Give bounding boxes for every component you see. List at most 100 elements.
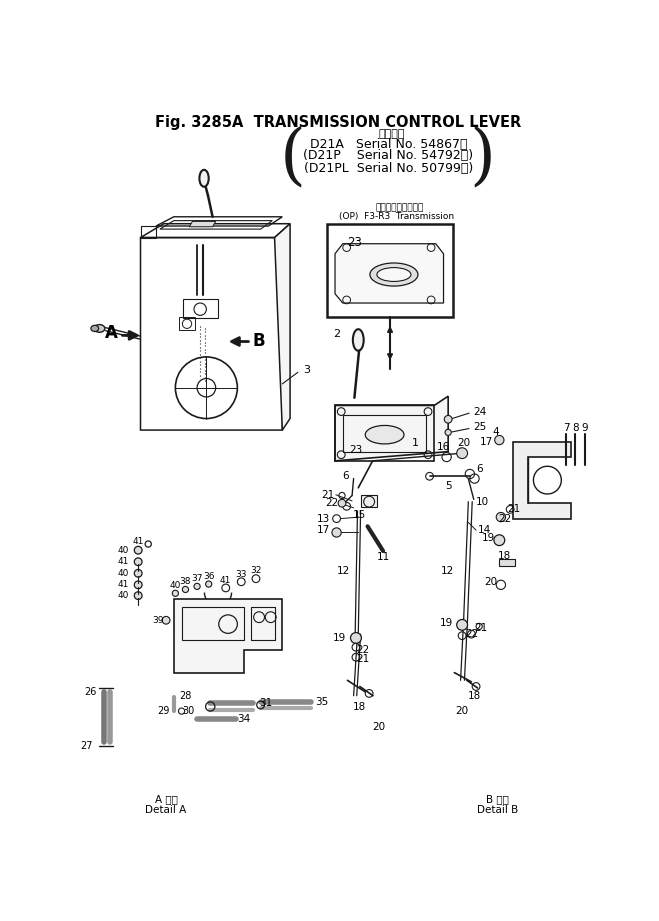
Text: 24: 24 [473,406,486,416]
Polygon shape [189,221,215,227]
Circle shape [172,590,179,597]
Text: 40: 40 [117,545,129,554]
Circle shape [496,512,505,521]
Text: 23: 23 [347,236,362,249]
Circle shape [494,535,505,545]
Bar [328,225,453,317]
Circle shape [134,546,142,554]
Circle shape [134,558,142,565]
Text: 40: 40 [117,569,129,577]
Text: 41: 41 [133,537,144,546]
Circle shape [183,587,188,592]
Text: 2: 2 [333,329,340,339]
Text: 31: 31 [259,698,272,708]
Text: 16: 16 [437,442,450,452]
Ellipse shape [200,169,209,187]
Circle shape [533,466,561,494]
Text: Detail B: Detail B [477,805,519,815]
Text: 21: 21 [474,623,488,633]
Circle shape [495,436,504,445]
Polygon shape [361,495,377,507]
Ellipse shape [377,268,411,282]
Polygon shape [275,224,290,430]
Text: 10: 10 [476,496,489,507]
Ellipse shape [370,263,418,286]
Text: 41: 41 [220,576,231,585]
Text: 19: 19 [440,618,453,627]
Text: 19: 19 [482,533,495,542]
Ellipse shape [94,324,105,332]
Circle shape [194,583,200,589]
Text: 36: 36 [203,572,214,581]
Text: 20: 20 [457,438,471,449]
Text: 27: 27 [80,740,93,751]
Text: 9: 9 [581,423,588,433]
Text: Fig. 3285A  TRANSMISSION CONTROL LEVER: Fig. 3285A TRANSMISSION CONTROL LEVER [155,114,521,130]
Ellipse shape [353,329,364,351]
Text: 22: 22 [325,498,338,508]
Text: 15: 15 [353,509,366,519]
Text: 32: 32 [250,566,262,576]
Circle shape [445,429,451,436]
Text: 20: 20 [455,706,469,717]
Text: 29: 29 [157,706,169,717]
Text: 41: 41 [117,557,129,566]
Circle shape [162,616,170,624]
Bar [335,405,434,460]
Text: 26: 26 [84,687,96,697]
Text: A: A [105,324,118,342]
Text: 17: 17 [317,525,330,535]
Text: 6: 6 [476,464,482,474]
Text: 18: 18 [353,703,366,712]
Text: 35: 35 [315,697,328,707]
Text: 34: 34 [237,714,250,724]
Text: 18: 18 [468,691,481,701]
Polygon shape [335,396,448,460]
Text: 20: 20 [484,577,497,587]
Text: B 詳細: B 詳細 [486,795,509,805]
Circle shape [134,581,142,589]
Text: (: ( [280,125,306,191]
Circle shape [332,528,341,537]
Text: 8: 8 [572,423,579,433]
Text: 21: 21 [321,490,334,500]
Bar [251,607,275,639]
Circle shape [351,633,361,644]
Text: 17: 17 [480,437,494,447]
Text: トランスミッション: トランスミッション [375,203,424,212]
Text: 適用号機: 適用号機 [378,129,405,139]
Text: 22: 22 [498,514,511,524]
Text: D21A   Serial No. 54867～: D21A Serial No. 54867～ [310,138,467,151]
Text: B: B [253,332,266,350]
Ellipse shape [365,426,404,444]
Circle shape [444,415,452,423]
Text: (D21PL  Serial No. 50799～): (D21PL Serial No. 50799～) [304,162,473,175]
Circle shape [206,581,212,588]
Text: 21: 21 [357,654,370,664]
Text: 30: 30 [183,706,194,717]
Text: (D21P    Serial No. 54792～): (D21P Serial No. 54792～) [303,149,474,162]
Text: 39: 39 [152,616,163,624]
Bar [182,607,244,639]
Ellipse shape [91,325,99,332]
Text: 21: 21 [507,505,521,515]
Circle shape [457,620,467,630]
Text: 28: 28 [179,691,192,701]
Text: 23: 23 [349,445,362,455]
Bar [343,414,426,451]
Text: Detail A: Detail A [146,805,186,815]
Text: 11: 11 [376,552,389,562]
Text: (OP)  F3-R3  Transmission: (OP) F3-R3 Transmission [339,212,454,221]
Text: 7: 7 [563,423,569,433]
Text: 12: 12 [337,566,350,576]
Text: 5: 5 [445,482,452,491]
Text: 25: 25 [473,422,486,432]
Text: 20: 20 [372,721,385,731]
Text: 41: 41 [117,580,129,589]
Text: 38: 38 [180,577,191,587]
Text: 18: 18 [498,551,511,561]
Text: 33: 33 [235,569,247,578]
Polygon shape [500,559,515,566]
Text: 19: 19 [333,633,346,643]
Text: 40: 40 [169,581,181,590]
